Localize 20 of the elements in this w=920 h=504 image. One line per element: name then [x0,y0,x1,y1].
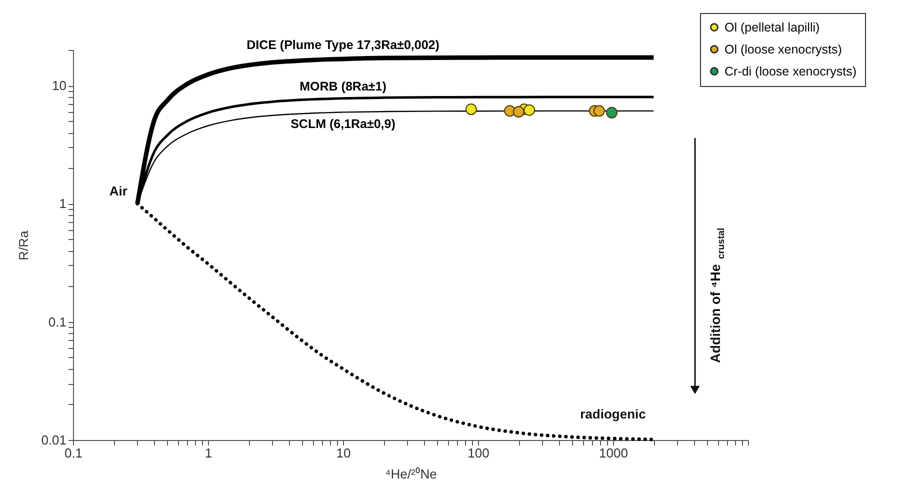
y-tick-label: 10 [52,78,66,94]
annotation: radiogenic [580,406,646,422]
legend-label: Ol (pelletal lapilli) [724,20,820,34]
x-tick-label: 10 [336,446,351,460]
annotation: Addition of ⁴Hecrustal [708,228,727,363]
x-tick-label: 1 [204,446,212,460]
y-tick-label: 0.01 [41,432,66,448]
series-label: DICE (Plume Type 17,3Ra±0,002) [246,38,440,52]
annotation: Air [109,184,128,199]
series-label: MORB (8Ra±1) [300,79,386,94]
x-tick-label: 1000 [599,446,628,460]
legend-label: Cr-di (loose xenocrysts) [724,64,856,78]
x-tick-label: 0.1 [64,446,83,460]
y-tick-label: 0.1 [48,314,66,330]
x-tick-label: 100 [468,446,490,460]
y-tick-label: 1 [59,196,66,212]
y-axis-title: R/Ra [16,230,32,260]
series-label: SCLM (6,1Ra±0,9) [290,117,396,132]
legend-label: Ol (loose xenocrysts) [724,42,842,56]
x-axis-title: ⁴He/²⁰Ne [385,466,437,482]
